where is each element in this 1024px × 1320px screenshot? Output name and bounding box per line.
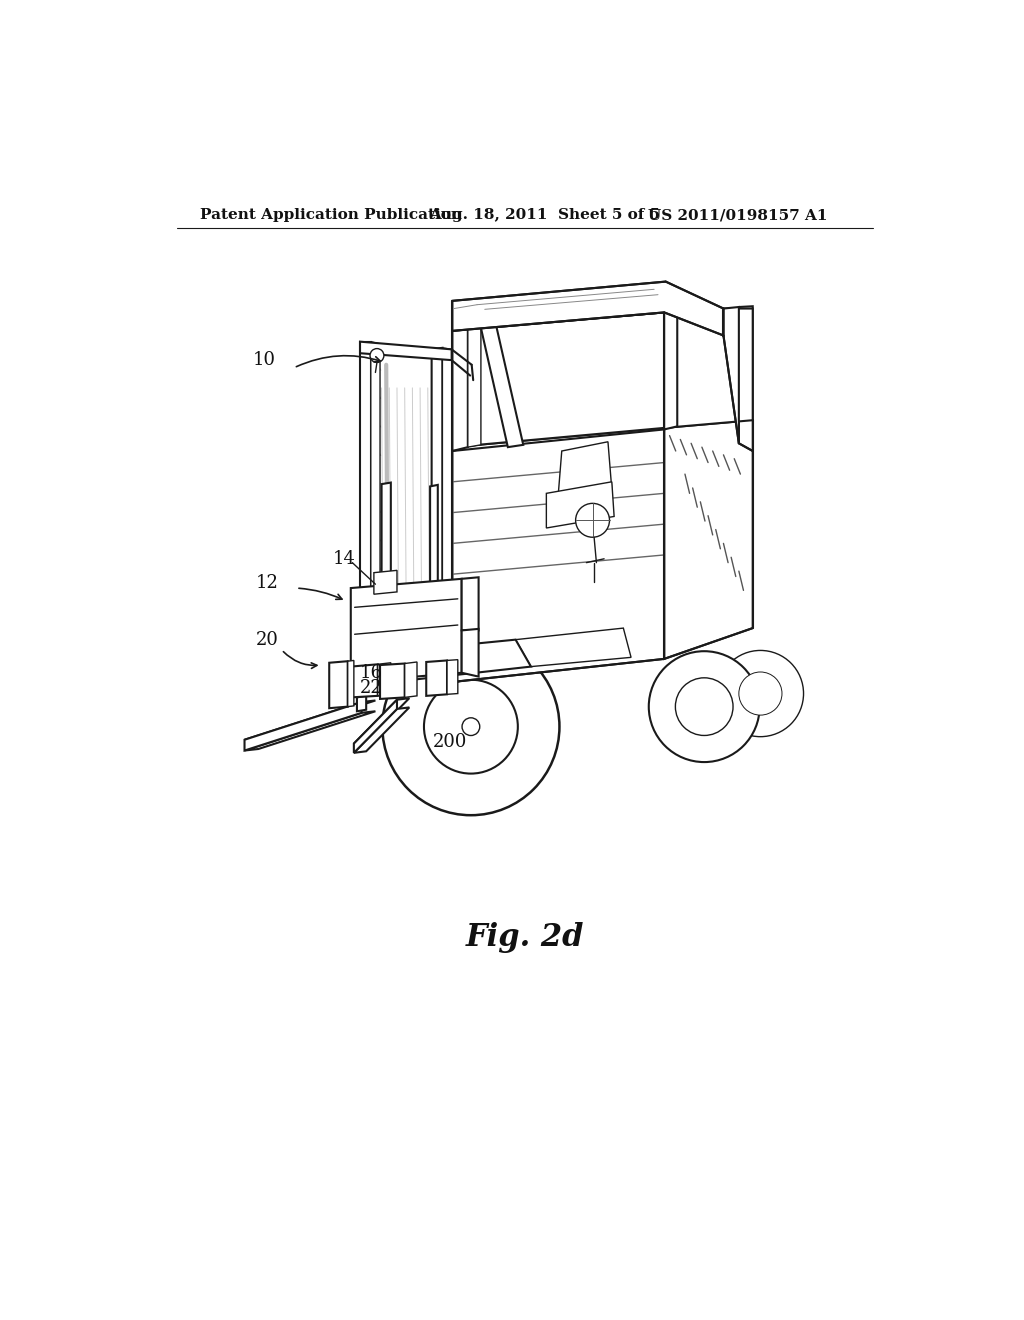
Polygon shape bbox=[558, 442, 611, 499]
Polygon shape bbox=[462, 577, 478, 631]
Circle shape bbox=[382, 638, 559, 816]
Text: Aug. 18, 2011  Sheet 5 of 5: Aug. 18, 2011 Sheet 5 of 5 bbox=[429, 209, 660, 222]
Text: 16: 16 bbox=[360, 664, 383, 681]
Circle shape bbox=[462, 718, 480, 735]
Polygon shape bbox=[330, 661, 348, 708]
Polygon shape bbox=[360, 342, 452, 360]
Polygon shape bbox=[462, 628, 478, 677]
Polygon shape bbox=[404, 663, 417, 697]
Polygon shape bbox=[351, 578, 462, 682]
Text: 12: 12 bbox=[256, 574, 280, 593]
Polygon shape bbox=[360, 342, 371, 673]
Polygon shape bbox=[354, 700, 397, 752]
Polygon shape bbox=[374, 570, 397, 594]
Polygon shape bbox=[453, 309, 753, 447]
Polygon shape bbox=[442, 348, 452, 667]
Circle shape bbox=[739, 672, 782, 715]
Polygon shape bbox=[398, 640, 531, 681]
Polygon shape bbox=[354, 708, 410, 752]
Circle shape bbox=[424, 680, 518, 774]
Polygon shape bbox=[468, 327, 481, 447]
Polygon shape bbox=[245, 711, 376, 751]
Polygon shape bbox=[453, 428, 665, 682]
Text: Fig. 2d: Fig. 2d bbox=[466, 923, 584, 953]
Polygon shape bbox=[453, 330, 468, 451]
Text: 20: 20 bbox=[256, 631, 280, 649]
Text: 200: 200 bbox=[433, 733, 467, 751]
Polygon shape bbox=[430, 484, 438, 671]
Polygon shape bbox=[739, 306, 753, 451]
Polygon shape bbox=[447, 660, 458, 694]
Text: 10: 10 bbox=[253, 351, 276, 370]
Polygon shape bbox=[547, 482, 614, 528]
Polygon shape bbox=[357, 696, 367, 711]
Circle shape bbox=[717, 651, 804, 737]
Polygon shape bbox=[348, 660, 354, 706]
Text: 14: 14 bbox=[333, 550, 356, 568]
Text: US 2011/0198157 A1: US 2011/0198157 A1 bbox=[648, 209, 827, 222]
Circle shape bbox=[370, 348, 384, 363]
Polygon shape bbox=[665, 312, 677, 429]
Polygon shape bbox=[724, 308, 739, 444]
Polygon shape bbox=[426, 660, 447, 696]
Polygon shape bbox=[380, 664, 404, 700]
Polygon shape bbox=[432, 348, 442, 667]
Polygon shape bbox=[453, 281, 724, 335]
Polygon shape bbox=[665, 420, 753, 659]
Circle shape bbox=[676, 677, 733, 735]
Circle shape bbox=[575, 503, 609, 537]
Polygon shape bbox=[481, 326, 523, 447]
Polygon shape bbox=[354, 698, 410, 743]
Polygon shape bbox=[382, 483, 391, 681]
Polygon shape bbox=[515, 628, 631, 667]
Polygon shape bbox=[245, 702, 361, 751]
Polygon shape bbox=[245, 701, 376, 739]
Circle shape bbox=[649, 651, 760, 762]
Polygon shape bbox=[371, 342, 380, 675]
Polygon shape bbox=[351, 664, 378, 697]
Polygon shape bbox=[378, 663, 391, 696]
Text: 22: 22 bbox=[360, 680, 383, 697]
Text: Patent Application Publication: Patent Application Publication bbox=[200, 209, 462, 222]
